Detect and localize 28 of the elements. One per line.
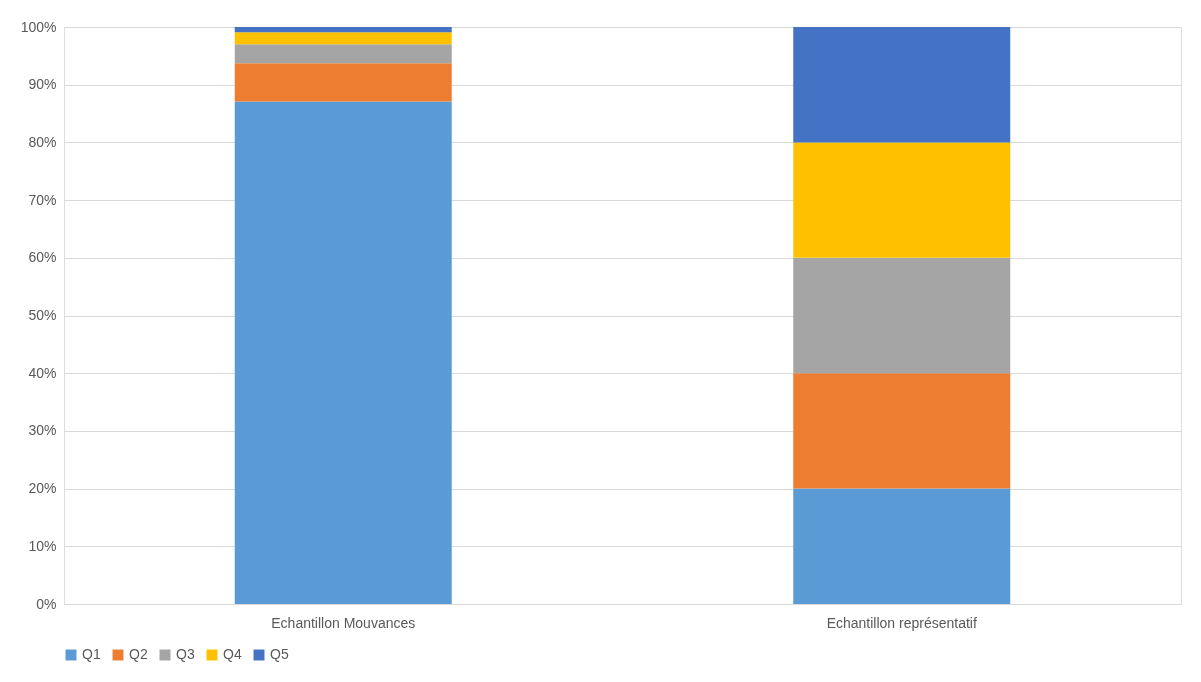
y-tick-label: 80%: [28, 133, 57, 150]
y-tick-label: 40%: [28, 364, 57, 381]
y-tick-label: 0%: [36, 595, 57, 612]
bar: [234, 101, 452, 604]
y-tick-label: 50%: [28, 307, 57, 323]
y-tick-label: 60%: [28, 249, 57, 266]
bar: [793, 373, 1011, 489]
legend-label: Q4: [223, 646, 242, 662]
bar: [234, 27, 452, 33]
bar: [793, 142, 1011, 258]
y-tick-label: 20%: [28, 480, 57, 497]
x-tick-label: Echantillon Mouvances: [271, 614, 416, 631]
legend-label: Q2: [129, 646, 148, 662]
x-tick-label: Echantillon représentatif: [826, 614, 977, 631]
y-tick-label: 100%: [20, 18, 57, 35]
bar: [793, 27, 1011, 143]
legend-label: Q5: [270, 646, 289, 662]
bar: [234, 44, 452, 64]
bar: [234, 32, 452, 45]
bar: [793, 257, 1011, 374]
bar: [234, 63, 452, 102]
bar: [793, 488, 1011, 604]
y-tick-label: 30%: [28, 422, 57, 439]
y-tick-label: 70%: [28, 191, 57, 208]
legend-label: Q1: [82, 646, 101, 662]
y-tick-label: 10%: [28, 537, 57, 554]
legend-label: Q3: [176, 646, 195, 662]
y-tick-label: 90%: [28, 76, 57, 93]
